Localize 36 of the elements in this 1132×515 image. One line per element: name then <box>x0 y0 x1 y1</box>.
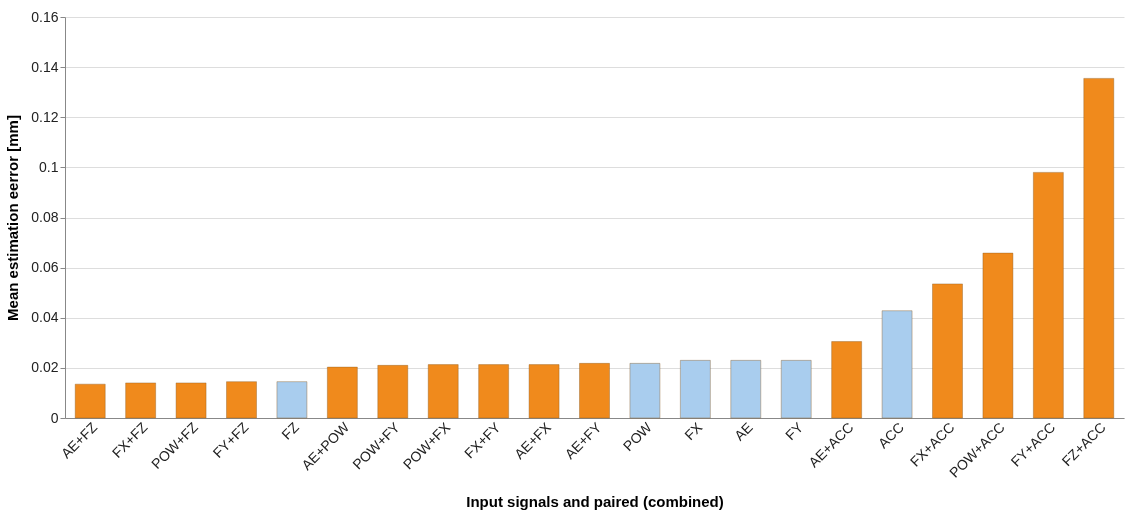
y-tick-label: 0.1 <box>39 158 59 175</box>
x-tick-label: FZ <box>278 418 303 443</box>
y-axis-title: Mean estimation eerror [mm] <box>4 115 22 321</box>
bar <box>982 252 1014 419</box>
bar <box>276 381 308 419</box>
bar <box>528 364 560 419</box>
bar <box>932 283 963 419</box>
y-tick-label: 0.08 <box>31 209 59 225</box>
bar <box>680 360 711 419</box>
y-tick-label: 0.14 <box>31 58 59 75</box>
bar <box>579 363 610 419</box>
x-tick-label: FX <box>681 418 706 444</box>
x-tick-label: AE <box>731 419 756 444</box>
bar <box>175 382 207 419</box>
bar <box>226 381 257 419</box>
bar <box>1033 172 1064 419</box>
bar <box>730 360 761 419</box>
bar <box>781 360 812 419</box>
y-tick-label: 0.04 <box>31 309 59 326</box>
bar <box>1083 78 1114 419</box>
x-tick-label: FY <box>782 418 807 444</box>
bar <box>831 341 862 419</box>
bar <box>75 383 106 419</box>
x-axis-title: Input signals and paired (combined) <box>466 492 724 510</box>
y-tick-label: 0.12 <box>31 108 59 125</box>
bar <box>629 363 661 419</box>
bar <box>125 382 156 419</box>
bar <box>881 310 913 419</box>
y-tick-label: 0.06 <box>31 259 59 276</box>
bar <box>428 364 459 419</box>
bar <box>478 364 509 419</box>
y-tick-label: 0.02 <box>31 359 59 376</box>
bar <box>377 365 408 419</box>
bar <box>327 366 358 419</box>
y-tick-label: 0.16 <box>31 8 59 25</box>
y-tick-label: 0 <box>50 409 59 426</box>
